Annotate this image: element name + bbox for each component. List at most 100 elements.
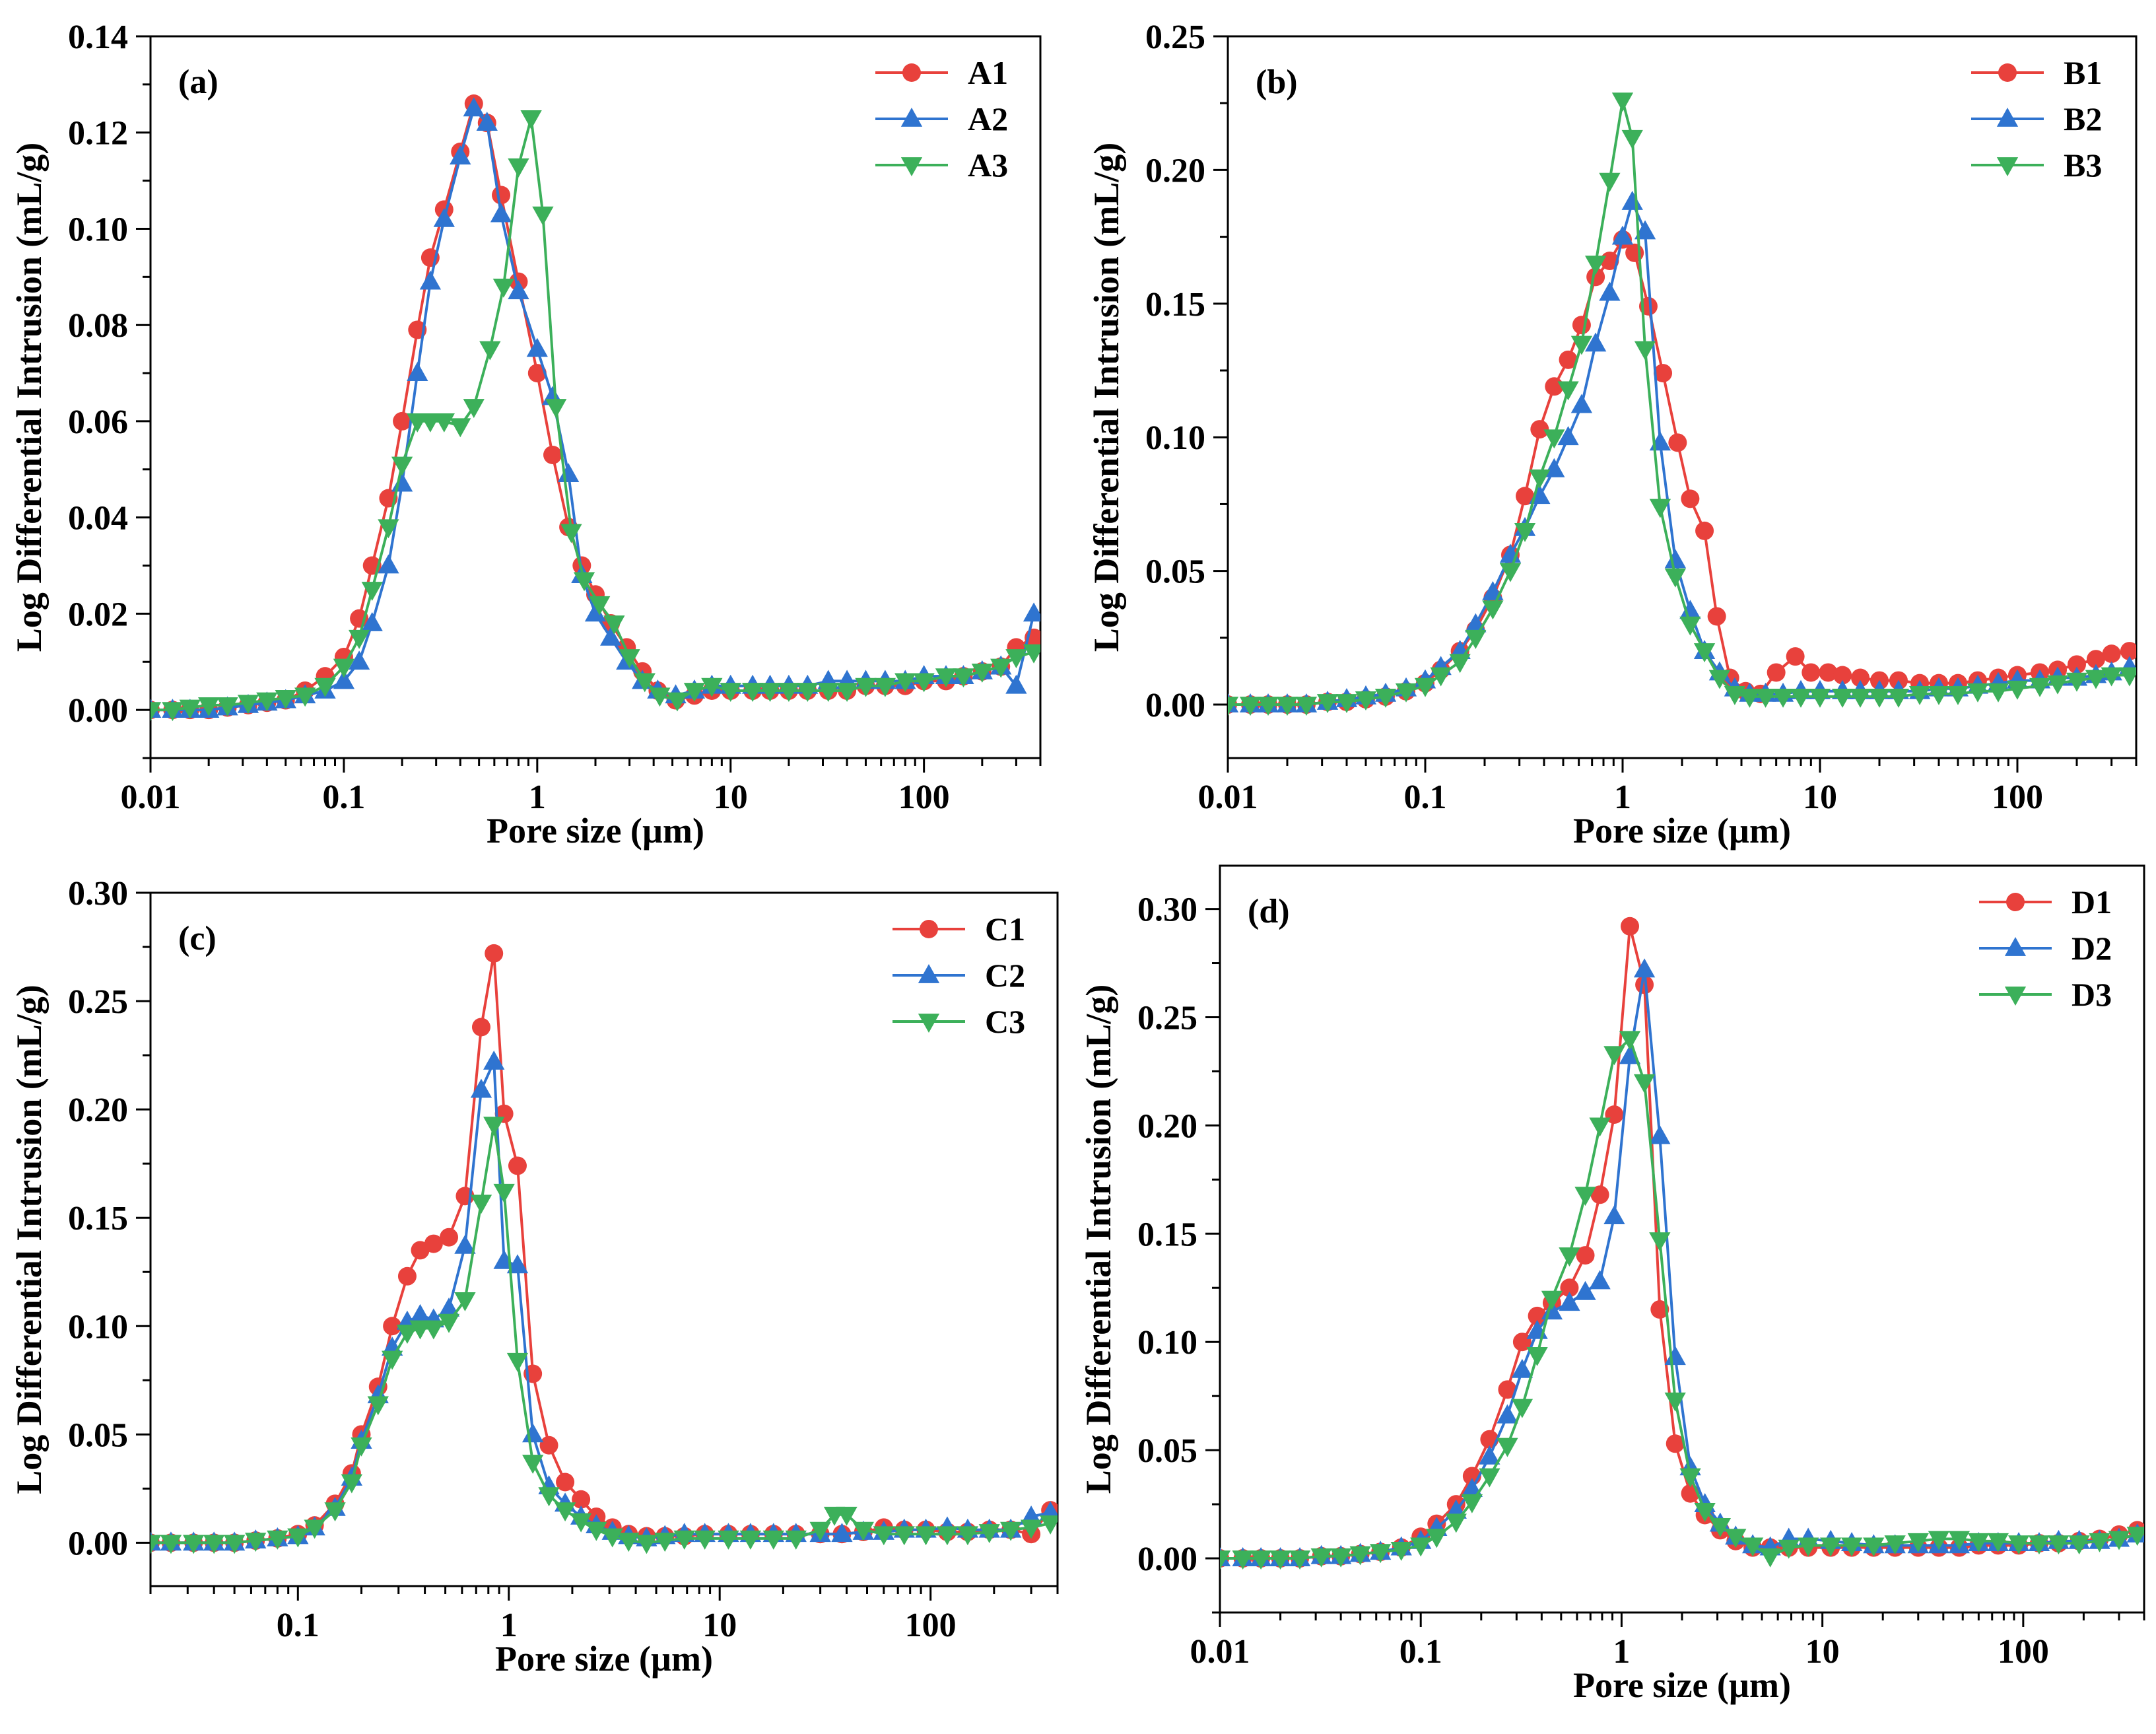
panel-c-point-C3 (915, 1526, 937, 1546)
panel-a-point-A2 (490, 203, 512, 223)
panel-c-point-C3 (267, 1530, 288, 1550)
panel-d-point-D3 (1968, 1533, 1990, 1552)
panel-a-point-A3 (913, 673, 935, 693)
panel-b-point-B1 (1833, 666, 1852, 685)
panel-d-point-D1 (1666, 1434, 1685, 1453)
panel-b-point-B3 (2029, 677, 2051, 697)
panel-d-point-D3 (1709, 1517, 1732, 1537)
panel-c-point-C1 (424, 1234, 443, 1253)
panel-b-point-B2 (1664, 549, 1687, 569)
panel-c-point-C3 (409, 1320, 431, 1340)
panel-a-legend-label-A1: A1 (968, 54, 1008, 91)
panel-b-point-B2 (1557, 426, 1579, 446)
panel-a-point-A2 (450, 145, 471, 165)
panel-a-point-A3 (492, 279, 515, 298)
panel-c-point-C3 (570, 1513, 592, 1533)
panel-b-point-B3 (1664, 568, 1687, 588)
panel-c-point-C3 (396, 1325, 419, 1344)
panel-b-point-B3 (1316, 694, 1339, 713)
panel-b-point-B2 (1584, 332, 1607, 352)
panel-c-point-C1 (397, 1266, 417, 1286)
panel-b-y-tick-label: 0.20 (1145, 152, 1205, 190)
panel-c-point-C3 (762, 1530, 784, 1550)
panel-b-x-axis-title: Pore size (µm) (1573, 811, 1791, 850)
panel-c-point-C3 (304, 1519, 325, 1539)
panel-a-x-tick-label: 0.01 (121, 779, 181, 816)
panel-c-point-C3 (341, 1474, 362, 1494)
panel-c-point-C3 (351, 1437, 372, 1457)
panel-c-point-C3 (852, 1521, 874, 1541)
panel-a-point-A3 (520, 110, 542, 129)
panel-d-point-D1 (1512, 1333, 1532, 1352)
panel-c-label: (c) (178, 920, 217, 957)
panel-b-legend-label-B1: B1 (2064, 54, 2102, 91)
panel-b-point-B3 (1430, 667, 1452, 687)
panel-d-point-D3 (1541, 1290, 1563, 1310)
panel-d-point-D1 (1605, 1105, 1624, 1124)
panel-c-point-C3 (245, 1533, 267, 1552)
panel-c-point-C1 (383, 1317, 402, 1336)
panel-a-y-tick-label: 0.02 (68, 596, 128, 633)
panel-b-point-B3 (1543, 429, 1565, 449)
panel-b-point-B3 (1621, 129, 1643, 149)
panel-b-point-B3 (1772, 688, 1794, 708)
panel-a-point-A3 (151, 702, 162, 722)
panel-b-point-B3 (1514, 523, 1536, 542)
panel-c-point-C1 (556, 1473, 575, 1492)
panel-b-point-B3 (1529, 469, 1551, 489)
panel-c-point-C3 (470, 1195, 492, 1214)
panel-d-y-tick-label: 0.05 (1137, 1432, 1197, 1470)
panel-a-point-A3 (294, 687, 316, 707)
panel-b-point-B1 (1586, 267, 1605, 287)
panel-a-point-A3 (894, 673, 916, 693)
panel-a-point-A3 (508, 158, 529, 178)
panel-c: 0.1 1 10 100 0.00 0.05 0.10 0.15 0.20 0.25 0.30 Por… (9, 875, 1059, 1679)
panel-d-legend-label-D1: D1 (2072, 884, 2112, 920)
panel-d-y-tick-label: 0.00 (1137, 1541, 1197, 1578)
panel-d-point-D3 (1250, 1550, 1272, 1570)
panel-d-point-D3 (1884, 1535, 1906, 1555)
panel-a-point-A2 (584, 602, 607, 622)
panel-b-x-tick-label: 0.01 (1198, 779, 1258, 816)
panel-c-y-tick-label: 0.30 (68, 875, 128, 913)
panel-a-point-A3 (361, 582, 383, 601)
panel-b-label: (b) (1256, 63, 1298, 101)
panel-b-point-B2 (1634, 220, 1656, 240)
panel-b-point-B3 (1831, 688, 1854, 708)
panel-a-point-A3 (545, 399, 567, 419)
panel-d-y-axis-title: Log Differential Intrusion (mL/g) (1079, 985, 1118, 1494)
panel-b-point-B3 (2006, 680, 2029, 700)
panel-d-point-D1 (1576, 1246, 1595, 1265)
panel-c-x-axis-title: Pore size (µm) (495, 1639, 713, 1679)
panel-d-x-tick-label: 0.01 (1190, 1633, 1250, 1671)
panel-a-legend-marker-A1 (902, 63, 921, 82)
panel-a-point-A3 (701, 677, 723, 697)
panel-d-point-D3 (1220, 1550, 1231, 1570)
panel-b-y-tick-label: 0.05 (1145, 553, 1205, 591)
panel-d-point-D3 (1589, 1117, 1611, 1137)
panel-d-legend-label-D2: D2 (2072, 930, 2112, 967)
panel-b-point-B3 (1228, 697, 1239, 716)
panel-a-legend-label-A2: A2 (968, 100, 1008, 137)
panel-a-point-A3 (1005, 649, 1027, 668)
panel-b-point-B3 (1849, 688, 1871, 708)
panel-c-point-C3 (893, 1526, 915, 1546)
panel-d-point-D3 (1619, 1031, 1641, 1051)
panel-c-point-C2 (483, 1050, 505, 1070)
panel-a-y-tick-label: 0.04 (68, 500, 128, 538)
panel-a-point-A2 (378, 554, 399, 574)
panel-d-x-tick-label: 0.1 (1399, 1633, 1442, 1671)
panel-c-point-C3 (438, 1313, 460, 1333)
panel-a-point-A1 (543, 445, 562, 464)
panel-d-point-D2 (1649, 1125, 1671, 1144)
panel-c-legend-marker-C3 (918, 1014, 940, 1033)
panel-a-point-A2 (407, 362, 428, 381)
panel-a-label: (a) (178, 63, 219, 101)
panel-c-point-C3 (957, 1526, 979, 1546)
panel-c-point-C1 (440, 1228, 459, 1247)
panel-a-point-A1 (527, 364, 547, 383)
panel-d-point-D1 (1498, 1380, 1517, 1399)
panel-a-x-axis-title: Pore size (µm) (487, 811, 704, 850)
panel-a-point-A3 (741, 683, 764, 702)
panel-b-point-B3 (2046, 675, 2069, 695)
